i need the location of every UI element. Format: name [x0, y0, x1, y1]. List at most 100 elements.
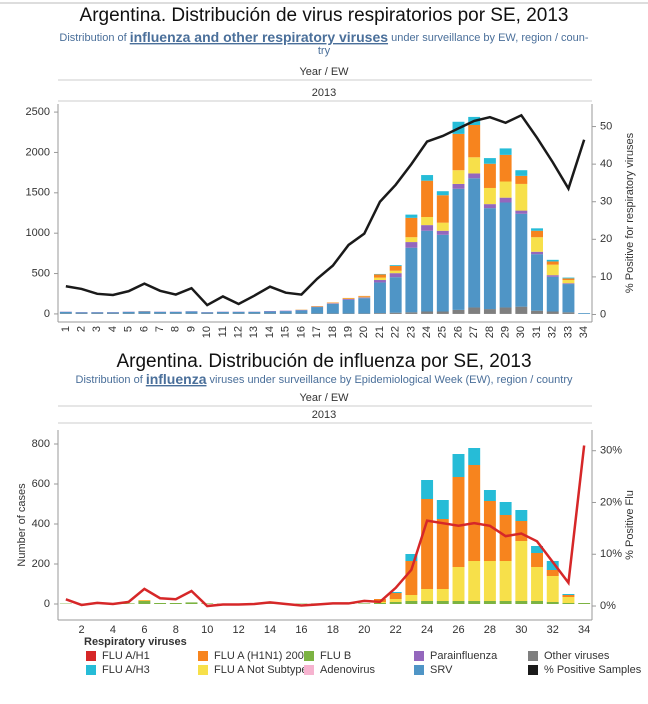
y-tick-label: 0	[44, 308, 50, 320]
bar-segment	[546, 576, 559, 602]
x-tick-label: 10	[201, 326, 213, 338]
bar-segment	[468, 561, 481, 601]
x-tick-label: 7	[154, 326, 166, 332]
x-tick-label: 1	[60, 326, 72, 332]
y2-tick-label: 20%	[600, 496, 622, 508]
bar-segment	[562, 284, 575, 313]
legend-title: Respiratory viruses	[84, 636, 187, 648]
y-tick-label: 400	[32, 518, 50, 530]
chart-subtitle: Distribution of influenza and other resp…	[59, 29, 588, 45]
bar-segment	[483, 158, 496, 164]
bar-segment	[154, 311, 167, 314]
legend-label: FLU A/H3	[102, 664, 150, 676]
x-tick-label: 26	[452, 624, 464, 636]
bar-segment	[389, 270, 402, 274]
bar-segment	[138, 600, 151, 601]
bar-segment	[389, 602, 402, 604]
line-series	[65, 113, 586, 307]
legend-label: Adenovirus	[320, 664, 376, 676]
bar-segment	[405, 601, 418, 604]
bar-segment	[436, 191, 449, 196]
x-tick-label: 11	[217, 326, 229, 337]
bar-segment	[499, 601, 512, 604]
legend-label: FLU A/H1	[102, 650, 150, 662]
bar-segment	[421, 217, 434, 226]
bar-segment	[452, 133, 465, 171]
bar-segment	[421, 589, 434, 601]
bar-segment	[389, 265, 402, 266]
x-tick-label: 25	[437, 326, 449, 338]
bar-segment	[216, 311, 229, 314]
x-tick-label: 34	[578, 326, 590, 338]
bar-segment	[91, 312, 104, 314]
bar-segment	[436, 589, 449, 601]
x-tick-label: 4	[110, 624, 116, 636]
bar-segment	[436, 195, 449, 223]
bar-segment	[374, 603, 386, 604]
bar-segment	[358, 298, 371, 314]
bar-segment	[436, 234, 449, 312]
bar-segment	[374, 280, 386, 283]
chart-subtitle: try	[318, 45, 331, 57]
bar-segment	[421, 499, 434, 589]
bar-segment	[499, 307, 512, 314]
bar-segment	[421, 601, 434, 604]
bar-segment	[122, 603, 135, 604]
bar-segment	[405, 214, 418, 218]
bar-segment	[405, 561, 418, 595]
bar-segment	[546, 275, 559, 277]
bar-segment	[515, 601, 528, 604]
legend-swatch	[86, 665, 96, 675]
legend-label: FLU A (H1N1) 2009	[214, 650, 310, 662]
bar-segment	[483, 309, 496, 314]
legend-label: Parainfluenza	[430, 650, 498, 662]
bar-segment	[483, 208, 496, 310]
bar-segment	[452, 188, 465, 310]
bar-segment	[279, 311, 292, 314]
subtitle-link: influenza and other respiratory viruses	[130, 29, 389, 45]
y2-tick-label: 30%	[600, 445, 622, 457]
x-tick-label: 15	[280, 326, 292, 338]
bar-segment	[405, 312, 418, 314]
bar-segment	[531, 230, 543, 238]
bar-segment	[531, 553, 543, 567]
x-tick-label: 32	[547, 326, 559, 338]
bar-segment	[499, 154, 512, 182]
bar-segment	[358, 296, 371, 298]
x-tick-label: 19	[342, 326, 354, 338]
x-tick-label: 28	[484, 326, 496, 338]
subtitle-part: viruses under surveillance by Epidemiolo…	[206, 374, 573, 386]
bar-segment	[515, 170, 528, 176]
bar-segment	[374, 313, 386, 314]
x-tick-label: 22	[390, 624, 402, 636]
x-tick-label: 22	[390, 326, 402, 338]
subtitle-part: under surveillance by EW, region / coun-	[388, 32, 589, 44]
bar-segment	[562, 595, 575, 597]
x-tick-label: 32	[547, 624, 559, 636]
bar-segment	[468, 178, 481, 308]
y2-tick-label: 10	[600, 271, 612, 283]
bar-segment	[515, 510, 528, 521]
bar-segment	[169, 603, 182, 604]
bar-segment	[531, 567, 543, 601]
x-tick-label: 31	[531, 326, 543, 338]
legend-label: FLU A Not Subtyped	[214, 664, 314, 676]
bar-segment	[499, 202, 512, 308]
x-tick-label: 20	[358, 326, 370, 338]
legend-swatch	[304, 665, 314, 675]
bar-segment	[546, 561, 559, 570]
bar-segment	[436, 222, 449, 231]
bar-segment	[138, 601, 151, 604]
bar-segment	[374, 274, 386, 278]
bar-segment	[405, 554, 418, 561]
bar-segment	[499, 561, 512, 601]
y-tick-label: 500	[32, 267, 50, 279]
bar-segment	[499, 502, 512, 515]
bar-segment	[405, 247, 418, 313]
bar-segment	[405, 595, 418, 601]
bar-segment	[546, 259, 559, 262]
bar-segment	[562, 594, 575, 595]
header-year: 2013	[312, 409, 336, 421]
y-tick-label: 2000	[26, 146, 50, 158]
